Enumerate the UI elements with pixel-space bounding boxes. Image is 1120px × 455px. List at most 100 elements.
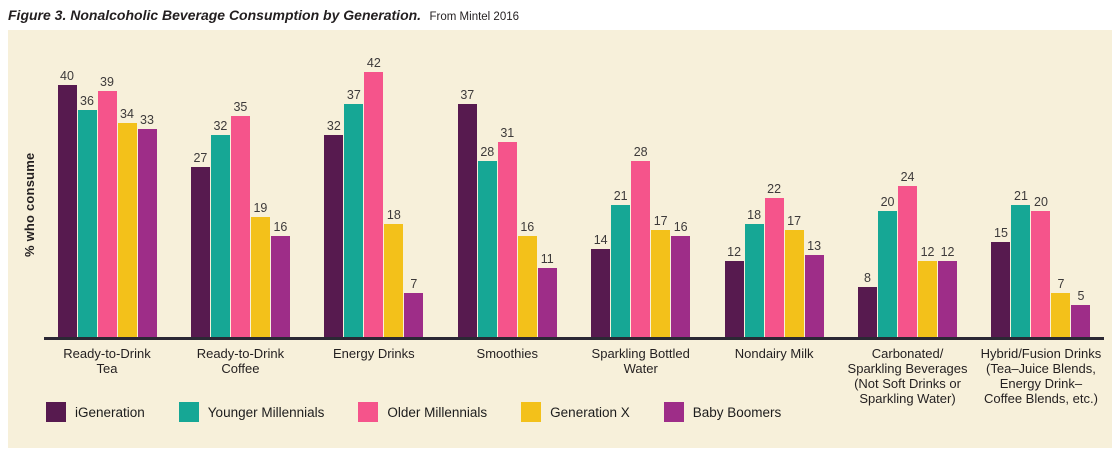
bar-group: 37 28 31 16 11 xyxy=(444,88,570,337)
bar-group: 32 37 42 18 7 xyxy=(311,56,437,337)
bar-value-label: 12 xyxy=(727,245,742,259)
bar-value-label: 37 xyxy=(460,88,475,102)
bar-baby-boomers: 33 xyxy=(137,113,157,337)
bar-group: 27 32 35 19 16 xyxy=(177,100,303,337)
bar-younger-millennials: 18 xyxy=(744,208,764,337)
bar xyxy=(611,205,631,337)
bar xyxy=(137,129,157,337)
bar xyxy=(344,104,364,337)
bar xyxy=(210,135,230,337)
bar-value-label: 18 xyxy=(386,208,401,222)
bar-value-label: 22 xyxy=(767,182,782,196)
bar xyxy=(190,167,210,337)
bar-group: 14 21 28 17 16 xyxy=(578,145,704,337)
legend: iGeneration Younger Millennials Older Mill… xyxy=(46,402,781,422)
bar xyxy=(991,242,1011,337)
bar-generation-x: 7 xyxy=(1051,277,1071,337)
bar-igeneration: 15 xyxy=(991,226,1011,337)
legend-swatch xyxy=(521,402,542,422)
legend-item: Older Millennials xyxy=(358,402,487,422)
bar-older-millennials: 22 xyxy=(764,182,784,337)
legend-swatch xyxy=(178,402,199,422)
bar-generation-x: 19 xyxy=(250,201,270,337)
bar-baby-boomers: 12 xyxy=(938,245,958,337)
bar-older-millennials: 39 xyxy=(97,75,117,337)
bar-group: 15 21 20 7 5 xyxy=(978,189,1104,337)
bar-generation-x: 12 xyxy=(918,245,938,337)
bar-value-label: 16 xyxy=(520,220,535,234)
bar-value-label: 33 xyxy=(140,113,154,127)
category-label: Ready-to-Drink Coffee xyxy=(196,346,285,376)
bar-baby-boomers: 11 xyxy=(537,252,557,337)
bar xyxy=(77,110,97,337)
bar-baby-boomers: 7 xyxy=(404,277,424,337)
bar xyxy=(477,161,497,337)
bar-baby-boomers: 16 xyxy=(270,220,290,337)
bar xyxy=(1031,211,1051,337)
bar-generation-x: 18 xyxy=(384,208,404,337)
bar-igeneration: 27 xyxy=(190,151,210,337)
bar-baby-boomers: 5 xyxy=(1071,289,1091,337)
bar-younger-millennials: 21 xyxy=(611,189,631,337)
bar-value-label: 42 xyxy=(366,56,381,70)
bar xyxy=(517,236,537,337)
bar xyxy=(784,230,804,337)
bar-younger-millennials: 32 xyxy=(210,119,230,337)
bar xyxy=(384,224,404,337)
bar xyxy=(898,186,918,337)
bar-value-label: 36 xyxy=(80,94,94,108)
legend-label: Baby Boomers xyxy=(692,404,782,420)
bar-value-label: 32 xyxy=(326,119,341,133)
bar xyxy=(57,85,77,337)
bar-generation-x: 17 xyxy=(651,214,671,337)
bar-value-label: 14 xyxy=(593,233,608,247)
bar-younger-millennials: 20 xyxy=(878,195,898,337)
bar-value-label: 28 xyxy=(480,145,495,159)
bar-value-label: 28 xyxy=(633,145,648,159)
bar xyxy=(97,91,117,337)
category-label: Nondairy Milk xyxy=(734,346,814,361)
category-label: Energy Drinks xyxy=(333,346,415,361)
bar-value-label: 16 xyxy=(673,220,688,234)
bar xyxy=(270,236,290,337)
figure-source-text: From Mintel 2016 xyxy=(429,11,520,23)
y-axis-label: % who consume xyxy=(22,152,37,258)
legend-item: Baby Boomers xyxy=(663,402,782,422)
bar-value-label: 21 xyxy=(613,189,628,203)
bar-value-label: 7 xyxy=(410,277,418,291)
bar xyxy=(918,261,938,337)
bar xyxy=(938,261,958,337)
bar xyxy=(404,293,424,337)
bar-igeneration: 32 xyxy=(324,119,344,337)
bar-value-label: 12 xyxy=(940,245,955,259)
bar-baby-boomers: 13 xyxy=(804,239,824,337)
category-label: Carbonated/Sparkling Beverages (Not Soft … xyxy=(847,346,968,406)
bar-value-label: 21 xyxy=(1014,189,1028,203)
bar xyxy=(1071,305,1091,337)
bar xyxy=(230,116,250,337)
legend-label: Generation X xyxy=(550,404,630,420)
bar xyxy=(631,161,651,337)
bar-younger-millennials: 36 xyxy=(77,94,97,337)
bar-value-label: 17 xyxy=(787,214,802,228)
plot-area: 40 36 39 34 33 27 32 35 19 16 32 37 42 18 7 37 28 31 16 11 1… xyxy=(44,30,1104,337)
bar xyxy=(364,72,384,337)
legend-swatch xyxy=(46,402,66,422)
bar-value-label: 13 xyxy=(807,239,822,253)
bar-older-millennials: 24 xyxy=(898,170,918,337)
bar-value-label: 27 xyxy=(193,151,208,165)
category-label: Ready-to-Drink Tea xyxy=(63,346,151,376)
bar-baby-boomers: 16 xyxy=(671,220,691,337)
bar xyxy=(1051,293,1071,337)
bar-value-label: 8 xyxy=(864,271,871,285)
bar-igeneration: 40 xyxy=(57,69,77,337)
bar-igeneration: 37 xyxy=(457,88,477,337)
bar-value-label: 39 xyxy=(100,75,114,89)
bar-value-label: 37 xyxy=(346,88,361,102)
legend-item: Younger Millennials xyxy=(178,402,324,422)
bar-younger-millennials: 37 xyxy=(344,88,364,337)
bar-value-label: 40 xyxy=(60,69,74,83)
bar-older-millennials: 28 xyxy=(631,145,651,337)
legend-label: iGeneration xyxy=(75,404,145,420)
bar-value-label: 18 xyxy=(747,208,762,222)
